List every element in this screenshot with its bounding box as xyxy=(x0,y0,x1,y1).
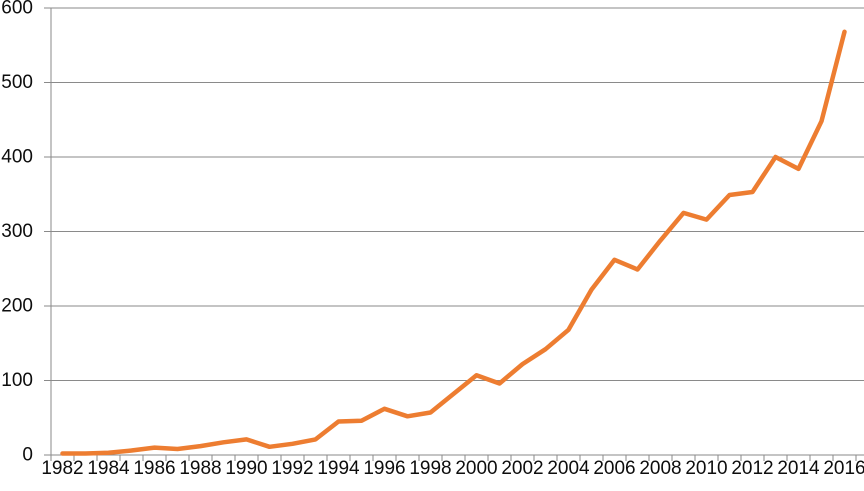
y-axis-tick-label: 100 xyxy=(1,370,33,391)
x-axis-tick-label: 2006 xyxy=(593,458,635,479)
x-axis-tick-label: 1998 xyxy=(409,458,451,479)
x-axis-tick-label: 1984 xyxy=(87,458,130,479)
x-axis-tick-label: 2002 xyxy=(501,458,543,479)
y-axis-tick-label: 0 xyxy=(22,445,33,466)
x-axis-tick-label: 1994 xyxy=(317,458,360,479)
x-axis-tick-label: 2010 xyxy=(685,458,727,479)
data-series-line xyxy=(60,29,847,456)
y-axis-tick-label: 300 xyxy=(1,221,33,242)
x-axis-tick-label: 2004 xyxy=(547,458,590,479)
x-axis-tick-label: 1982 xyxy=(41,458,83,479)
x-axis-tick-label: 2008 xyxy=(639,458,681,479)
x-axis-tick-label: 2016 xyxy=(823,458,864,479)
y-axis-tick-label: 400 xyxy=(1,147,33,168)
y-axis-tick-label: 500 xyxy=(1,72,33,93)
x-axis-tick-label: 1992 xyxy=(271,458,313,479)
x-axis-tick-label: 2000 xyxy=(455,458,497,479)
y-axis-tick-label: 600 xyxy=(1,0,33,19)
x-axis-tick-label: 2012 xyxy=(731,458,773,479)
x-axis-tick-label: 1996 xyxy=(363,458,405,479)
x-axis-tick-label: 1986 xyxy=(133,458,175,479)
x-axis-tick-label: 1988 xyxy=(179,458,221,479)
x-axis-tick-label: 2014 xyxy=(777,458,820,479)
x-axis-tick-label: 1990 xyxy=(225,458,267,479)
y-axis-tick-label: 200 xyxy=(1,296,33,317)
